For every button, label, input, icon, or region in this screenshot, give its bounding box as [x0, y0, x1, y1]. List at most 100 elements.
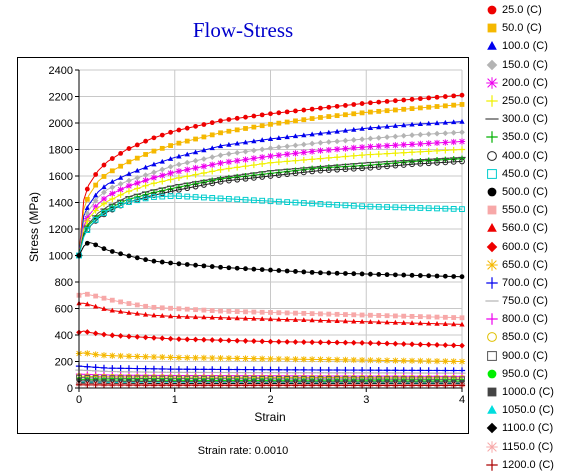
- data-point: [109, 307, 115, 313]
- data-point: [351, 102, 357, 107]
- data-point: [151, 148, 157, 154]
- data-point: [334, 201, 341, 208]
- data-point: [426, 95, 432, 101]
- data-point: [217, 337, 224, 344]
- data-point: [409, 132, 415, 138]
- data-point: [267, 159, 274, 166]
- legend-item: 450.0 (C): [478, 165, 582, 183]
- data-point: [259, 382, 266, 389]
- data-point: [359, 101, 365, 106]
- x-tick-label: 4: [459, 394, 465, 406]
- data-point: [376, 108, 382, 114]
- data-point: [317, 147, 324, 154]
- data-point: [351, 271, 357, 277]
- data-point: [134, 142, 140, 148]
- y-tick-label: 600: [55, 304, 73, 316]
- data-point: [192, 366, 199, 373]
- data-point: [109, 195, 116, 203]
- data-point: [284, 199, 291, 205]
- data-point: [226, 315, 232, 320]
- data-point: [159, 132, 165, 138]
- data-point: [109, 381, 116, 389]
- data-point: [84, 240, 90, 246]
- data-point: [417, 140, 424, 147]
- data-point: [442, 119, 448, 125]
- data-point: [118, 299, 124, 305]
- data-point: [293, 108, 298, 114]
- data-point: [342, 127, 349, 133]
- data-point: [358, 366, 366, 374]
- legend-item: 550.0 (C): [478, 201, 582, 219]
- legend-label: 560.0 (C): [502, 222, 548, 235]
- data-point: [167, 170, 174, 177]
- data-point: [250, 338, 257, 345]
- data-point: [117, 381, 124, 389]
- data-point: [209, 366, 216, 373]
- data-point: [134, 174, 141, 181]
- data-point: [101, 295, 107, 301]
- series-200-0c: [75, 138, 466, 259]
- data-point: [192, 171, 199, 178]
- legend-item: 50.0 (C): [478, 19, 582, 37]
- series-line: [78, 380, 463, 383]
- data-point: [450, 205, 457, 212]
- data-point: [417, 273, 423, 278]
- data-point: [226, 117, 232, 122]
- data-point: [384, 134, 390, 141]
- legend-marker-icon: [487, 41, 497, 51]
- data-point: [309, 356, 316, 363]
- data-point: [334, 166, 341, 173]
- data-point: [318, 115, 323, 120]
- data-point: [367, 151, 374, 158]
- data-point: [168, 129, 173, 135]
- legend-marker: [487, 369, 497, 379]
- data-point: [234, 196, 241, 203]
- data-point: [459, 274, 465, 280]
- data-point: [392, 357, 399, 364]
- data-point: [234, 366, 241, 373]
- data-point: [276, 135, 282, 141]
- data-point: [375, 164, 382, 170]
- data-point: [392, 367, 399, 374]
- data-point: [392, 123, 399, 128]
- data-point: [300, 339, 307, 345]
- legend-label: 50.0 (C): [502, 22, 542, 35]
- data-point: [325, 382, 332, 389]
- data-point: [159, 158, 165, 164]
- legend-label: 250.0 (C): [502, 95, 548, 108]
- data-point: [376, 271, 382, 277]
- data-point: [243, 309, 248, 315]
- data-point: [184, 366, 191, 373]
- data-point: [450, 129, 457, 136]
- legend-marker-icon: [487, 405, 497, 414]
- data-point: [367, 319, 374, 324]
- data-point: [375, 203, 382, 210]
- data-point: [192, 194, 199, 200]
- data-point: [343, 312, 348, 317]
- data-point: [325, 339, 332, 346]
- legend-label: 900.0 (C): [502, 349, 548, 362]
- data-point: [234, 140, 240, 146]
- data-point: [317, 167, 324, 174]
- data-point: [234, 127, 240, 133]
- data-point: [284, 382, 291, 389]
- data-point: [100, 364, 108, 371]
- data-point: [176, 306, 182, 312]
- data-point: [309, 366, 316, 374]
- data-point: [209, 382, 216, 389]
- data-point: [408, 141, 416, 148]
- data-point: [184, 173, 191, 180]
- data-point: [384, 123, 390, 129]
- series-150-0c: [76, 129, 465, 259]
- data-point: [101, 306, 107, 311]
- data-point: [334, 318, 340, 323]
- data-point: [326, 317, 332, 323]
- data-point: [351, 312, 357, 318]
- data-point: [151, 334, 157, 341]
- data-point: [193, 136, 198, 142]
- data-point: [359, 126, 365, 131]
- data-point: [417, 314, 423, 320]
- data-point: [159, 354, 166, 361]
- data-point: [434, 104, 440, 109]
- data-point: [143, 138, 149, 144]
